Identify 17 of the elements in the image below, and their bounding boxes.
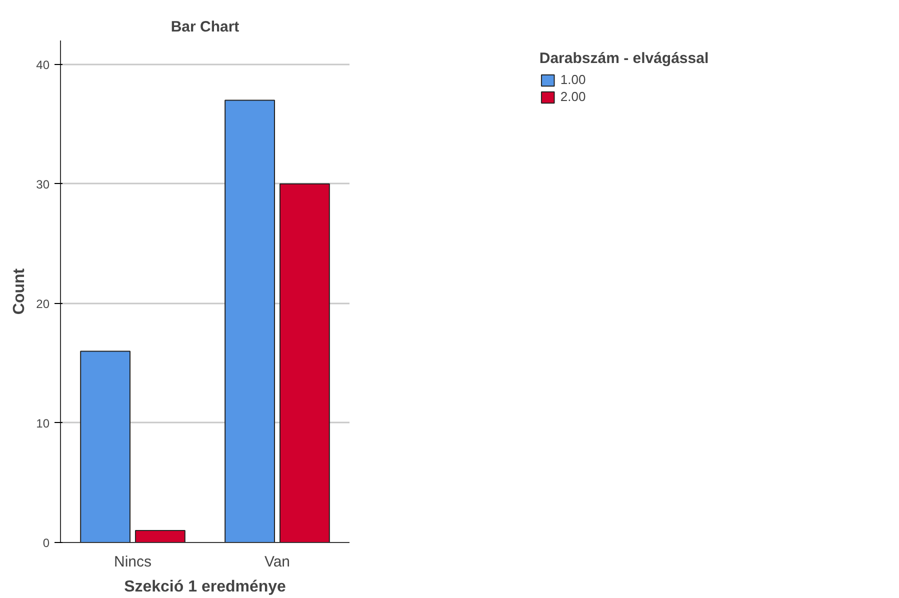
legend-title: Darabszám - elvágással	[539, 50, 709, 67]
y-tick-label: 30	[36, 177, 50, 192]
bar	[134, 530, 186, 542]
x-axis-title: Szekció 1 eredménye	[124, 578, 286, 596]
x-tick-label: Nincs	[114, 554, 152, 570]
legend-label: 1.00	[560, 72, 586, 87]
bar	[224, 100, 276, 542]
y-tick-label: 10	[36, 416, 50, 430]
y-tick-label: 40	[36, 58, 50, 72]
y-tick-label: 20	[36, 296, 50, 311]
y-tick-label: 0	[42, 536, 50, 550]
y-axis-title: Count	[11, 268, 28, 315]
chart-title: Bar Chart	[170, 18, 240, 36]
bar	[279, 183, 330, 542]
bar	[80, 350, 131, 542]
legend-label: 2.00	[560, 89, 586, 104]
x-tick-label: Van	[264, 554, 290, 570]
